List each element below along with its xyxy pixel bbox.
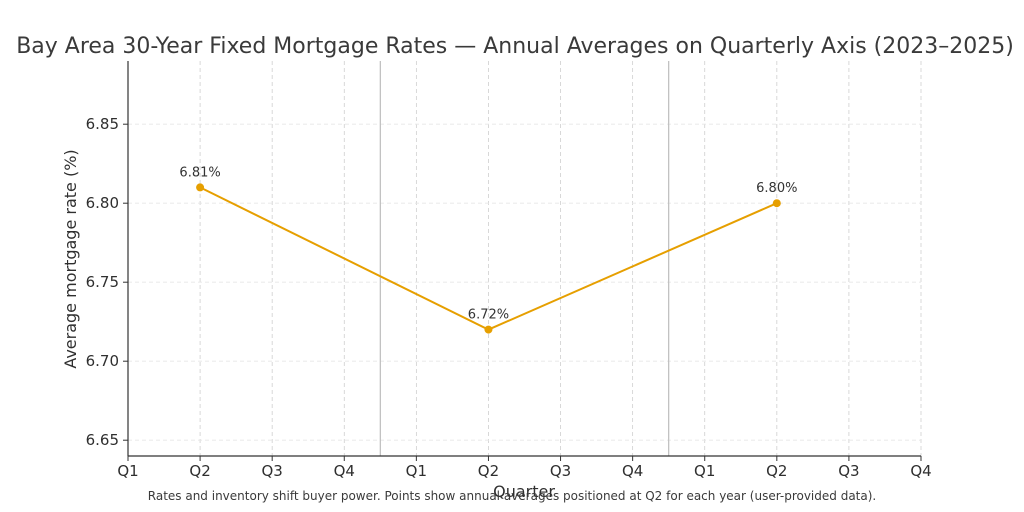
y-tick-label: 6.80	[86, 194, 119, 212]
y-tick-label: 6.65	[86, 431, 119, 449]
x-tick-label: Q3	[838, 462, 859, 480]
x-tick-label: Q3	[550, 462, 571, 480]
y-tick-label: 6.85	[86, 115, 119, 133]
data-label: 6.80%	[756, 181, 797, 196]
x-tick-labels: Q1 Q2 Q3 Q4 Q1 Q2 Q3 Q4 Q1 Q2 Q3 Q4	[117, 462, 931, 480]
x-tick-label: Q2	[189, 462, 210, 480]
data-label: 6.72%	[468, 308, 509, 323]
x-tick-label: Q4	[910, 462, 931, 480]
x-tick-label: Q4	[334, 462, 355, 480]
x-tick-label: Q1	[117, 462, 138, 480]
x-tick-label: Q2	[766, 462, 787, 480]
x-tick-label: Q1	[694, 462, 715, 480]
data-label: 6.81%	[179, 165, 220, 180]
axes	[123, 61, 922, 461]
year-separators	[379, 61, 670, 456]
series-line	[196, 183, 781, 334]
x-tick-label: Q4	[622, 462, 643, 480]
chart-title: Bay Area 30-Year Fixed Mortgage Rates — …	[16, 34, 1014, 59]
y-tick-label: 6.75	[86, 273, 119, 291]
x-tick-label: Q2	[478, 462, 499, 480]
data-point	[484, 325, 493, 334]
y-tick-labels: 6.65 6.70 6.75 6.80 6.85	[86, 115, 119, 449]
grid-lines	[128, 61, 922, 456]
data-point	[196, 183, 205, 192]
data-labels: 6.81% 6.72% 6.80%	[179, 165, 797, 322]
chart-caption: Rates and inventory shift buyer power. P…	[147, 489, 877, 503]
y-axis-title: Average mortgage rate (%)	[61, 149, 80, 368]
x-axis-title: Quarter	[493, 482, 555, 501]
data-point	[772, 199, 781, 208]
x-tick-label: Q1	[406, 462, 427, 480]
y-tick-label: 6.70	[86, 352, 119, 370]
x-tick-label: Q3	[262, 462, 283, 480]
